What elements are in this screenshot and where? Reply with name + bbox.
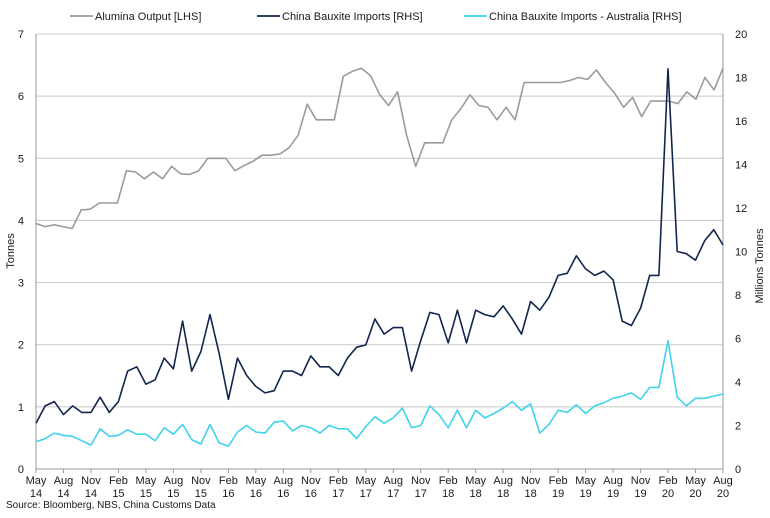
left-tick-label: 0: [18, 464, 24, 476]
right-tick-label: 18: [735, 73, 747, 85]
x-tick-label: 20: [717, 488, 729, 500]
series-lines: [35, 67, 724, 448]
x-tick-label: May: [465, 475, 486, 487]
x-tick-label: 16: [250, 488, 262, 500]
x-tick-label: Feb: [659, 475, 678, 487]
x-tick-label: Aug: [713, 475, 733, 487]
x-tick-label: Aug: [164, 475, 184, 487]
x-axis-ticks: May14Aug14Nov14Feb15May15Aug15Nov15Feb16…: [26, 469, 733, 500]
x-tick-label: 18: [442, 488, 454, 500]
right-tick-label: 8: [735, 290, 741, 302]
right-axis-label: Millions Tonnes: [754, 228, 766, 304]
x-tick-label: 17: [360, 488, 372, 500]
x-tick-label: 14: [30, 488, 42, 500]
x-tick-label: 14: [85, 488, 97, 500]
x-tick-label: 18: [470, 488, 482, 500]
right-tick-label: 14: [735, 160, 747, 172]
x-tick-label: Nov: [191, 475, 211, 487]
x-tick-label: 20: [662, 488, 674, 500]
series-line-alumina-output: [35, 67, 724, 230]
x-tick-label: 17: [387, 488, 399, 500]
x-tick-label: Feb: [219, 475, 238, 487]
left-axis-label: Tonnes: [5, 233, 17, 269]
x-tick-label: May: [245, 475, 266, 487]
x-tick-label: 15: [140, 488, 152, 500]
gridlines: [36, 33, 723, 408]
right-tick-label: 2: [735, 421, 741, 433]
x-tick-label: 19: [579, 488, 591, 500]
left-tick-label: 6: [18, 91, 24, 103]
x-tick-label: 19: [607, 488, 619, 500]
x-tick-label: Feb: [109, 475, 128, 487]
x-tick-label: 15: [112, 488, 124, 500]
x-tick-label: May: [575, 475, 596, 487]
right-axis-ticks: 0 2 4 6 8 10 12 14 16 18 20: [735, 29, 747, 476]
left-tick-label: 3: [18, 278, 24, 290]
series-line-china-bauxite-imports-australia: [35, 339, 724, 448]
right-tick-label: 20: [735, 29, 747, 41]
x-tick-label: 16: [277, 488, 289, 500]
right-tick-label: 10: [735, 247, 747, 259]
x-tick-label: May: [355, 475, 376, 487]
x-tick-label: Feb: [329, 475, 348, 487]
x-tick-label: Aug: [383, 475, 403, 487]
x-tick-label: Nov: [411, 475, 431, 487]
x-tick-label: 15: [195, 488, 207, 500]
x-tick-label: 16: [222, 488, 234, 500]
right-tick-label: 0: [735, 464, 741, 476]
legend-label: China Bauxite Imports - Australia [RHS]: [489, 11, 682, 23]
legend-label: China Bauxite Imports [RHS]: [282, 11, 423, 23]
x-tick-label: Nov: [301, 475, 321, 487]
left-tick-label: 2: [18, 340, 24, 352]
x-tick-label: Aug: [54, 475, 74, 487]
left-tick-label: 1: [18, 402, 24, 414]
x-tick-label: 18: [497, 488, 509, 500]
x-tick-label: 17: [332, 488, 344, 500]
right-tick-label: 12: [735, 203, 747, 215]
x-tick-label: Aug: [274, 475, 294, 487]
x-tick-label: Nov: [81, 475, 101, 487]
x-tick-label: 16: [305, 488, 317, 500]
series-line-china-bauxite-imports: [35, 68, 724, 424]
left-axis-ticks: 0 1 2 3 4 5 6 7: [18, 29, 24, 476]
x-tick-label: 20: [689, 488, 701, 500]
x-tick-label: Feb: [549, 475, 568, 487]
source-note: Source: Bloomberg, NBS, China Customs Da…: [6, 500, 216, 511]
x-tick-label: 17: [415, 488, 427, 500]
right-tick-label: 4: [735, 377, 741, 389]
left-tick-label: 5: [18, 153, 24, 165]
x-tick-label: 14: [57, 488, 69, 500]
left-tick-label: 7: [18, 29, 24, 41]
legend: Alumina Output [LHS] China Bauxite Import…: [70, 11, 682, 23]
right-tick-label: 6: [735, 334, 741, 346]
x-tick-label: 18: [525, 488, 537, 500]
plot-frame: [35, 34, 724, 470]
x-tick-label: May: [136, 475, 157, 487]
x-tick-label: Nov: [631, 475, 651, 487]
x-tick-label: 15: [167, 488, 179, 500]
x-tick-label: 19: [634, 488, 646, 500]
left-tick-label: 4: [18, 215, 24, 227]
x-tick-label: May: [685, 475, 706, 487]
legend-label: Alumina Output [LHS]: [95, 11, 201, 23]
x-tick-label: Aug: [493, 475, 513, 487]
x-tick-label: Nov: [521, 475, 541, 487]
x-tick-label: Aug: [603, 475, 623, 487]
x-tick-label: 19: [552, 488, 564, 500]
x-tick-label: Feb: [439, 475, 458, 487]
x-tick-label: May: [26, 475, 47, 487]
right-tick-label: 16: [735, 116, 747, 128]
